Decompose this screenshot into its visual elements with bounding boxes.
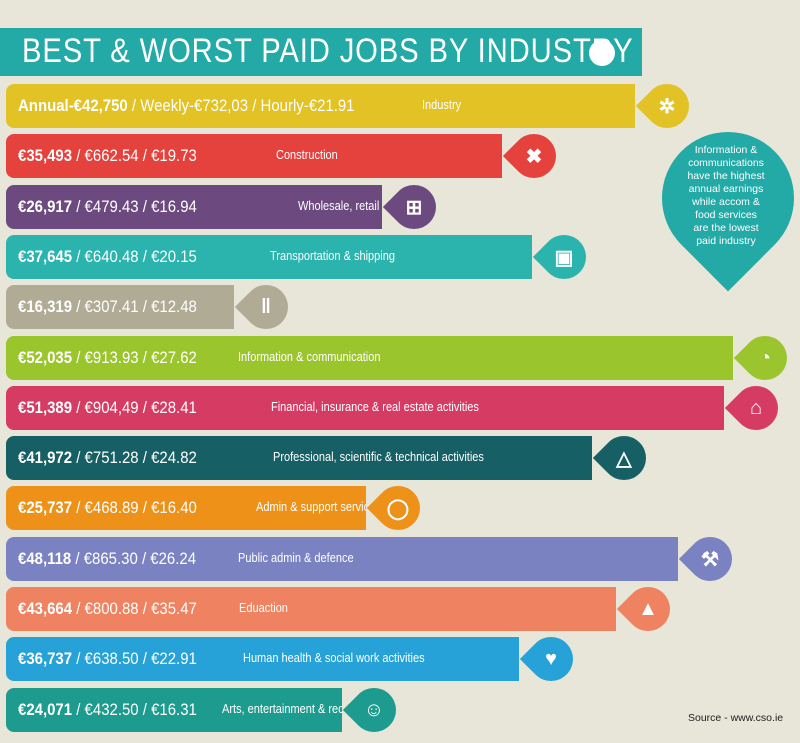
bar-values: €36,737 / €638.50 / €22.91 <box>18 649 197 669</box>
industry-label: Information & communication <box>238 350 381 364</box>
annual-value: €25,737 <box>18 498 73 517</box>
industry-label: Construction <box>276 148 338 162</box>
bank-icon: ⌂ <box>749 396 763 419</box>
bar-values: Annual-€42,750 / Weekly-€732,03 / Hourly… <box>18 96 355 116</box>
industry-label: Transportation & shipping <box>270 249 395 263</box>
weekly-hourly-values: / €307.41 / €12.48 <box>72 297 197 316</box>
bar-row: €25,737 / €468.89 / €16.40 Admin & suppor… <box>6 486 366 530</box>
bar-values: €51,389 / €904,49 / €28.41 <box>18 398 197 418</box>
bar-values: €41,972 / €751.28 / €24.82 <box>18 448 197 468</box>
weekly-hourly-values: / €800.88 / €35.47 <box>72 599 197 618</box>
wifi-icon: ◔ <box>758 346 772 369</box>
source-note: Source - www.cso.ie <box>688 712 784 724</box>
bar-row: €52,035 / €913.93 / €27.62 Information & … <box>6 336 733 380</box>
callout-line: annual earnings <box>688 183 764 195</box>
callout-text: Information & communications have the high… <box>674 144 778 248</box>
gavel-icon: ⚒ <box>701 548 719 571</box>
weekly-hourly-values: / €640.48 / €20.15 <box>72 247 197 266</box>
weekly-hourly-values: / €468.89 / €16.40 <box>72 498 197 517</box>
annual-value: €41,972 <box>18 448 73 467</box>
bar-row: €43,664 / €800.88 / €35.47 Eduaction <box>6 587 616 631</box>
bar-row: €24,071 / €432.50 / €16.31 Arts, entertai… <box>6 688 342 732</box>
annual-value: €43,664 <box>18 599 73 618</box>
headset-icon: ◯ <box>386 497 410 520</box>
bar-row: €37,645 / €640.48 / €20.15 Transportation… <box>6 235 532 279</box>
industry-label: Public admin & defence <box>238 551 354 565</box>
graduation-icon: ▲ <box>638 597 658 620</box>
annual-value: €16,319 <box>18 297 73 316</box>
bar-row: €35,493 / €662.54 / €19.73 Construction <box>6 134 502 178</box>
callout-line: are the lowest <box>693 222 759 234</box>
weekly-hourly-values: / €751.28 / €24.82 <box>72 448 197 467</box>
callout-line: while accom & <box>692 196 760 208</box>
bar-values: €48,118 / €865.30 / €26.24 <box>18 549 196 569</box>
gear-icon: ✲ <box>658 95 676 118</box>
annual-value: €36,737 <box>18 649 73 668</box>
heart-monitor-icon: ♥ <box>545 647 557 670</box>
annual-value: €48,118 <box>18 549 72 568</box>
cutlery-icon: ‖ <box>261 295 271 318</box>
industry-label: Industry <box>422 98 462 112</box>
weekly-hourly-values: / €904,49 / €28.41 <box>72 398 197 417</box>
bar-values: €25,737 / €468.89 / €16.40 <box>18 498 197 518</box>
tools-icon: ✖ <box>525 145 543 168</box>
annual-value: €52,035 <box>18 348 73 367</box>
flask-icon: △ <box>616 447 632 470</box>
industry-label: Professional, scientific & technical act… <box>273 450 484 464</box>
industry-label: Human health & social work activities <box>243 651 425 665</box>
industry-label: Financial, insurance & real estate activ… <box>271 400 479 414</box>
masks-icon: ☺ <box>363 698 385 721</box>
box-icon: ▣ <box>554 246 574 269</box>
title-band <box>0 28 642 76</box>
globe-icon <box>589 40 615 66</box>
annual-value: €35,493 <box>18 146 73 165</box>
bar-row: €36,737 / €638.50 / €22.91 Human health &… <box>6 637 519 681</box>
bar-row: Annual-€42,750 / Weekly-€732,03 / Hourly… <box>6 84 635 128</box>
bar-values: €26,917 / €479.43 / €16.94 <box>18 197 197 217</box>
industry-label: Eduaction <box>239 601 288 615</box>
industry-label: Wholesale, retail trade & mechanics <box>298 199 382 213</box>
weekly-hourly-values: / Weekly-€732,03 / Hourly-€21.91 <box>127 96 355 115</box>
bar-row: €26,917 / €479.43 / €16.94 Wholesale, ret… <box>6 185 382 229</box>
callout-line: food services <box>695 209 757 221</box>
weekly-hourly-values: / €432.50 / €16.31 <box>72 700 197 719</box>
weekly-hourly-values: / €638.50 / €22.91 <box>72 649 197 668</box>
callout-line: paid industry <box>696 235 756 247</box>
annual-value: €24,071 <box>18 700 73 719</box>
cart-icon: ⊞ <box>405 196 423 219</box>
bar-values: €37,645 / €640.48 / €20.15 <box>18 247 197 267</box>
annual-value: €26,917 <box>18 197 73 216</box>
weekly-hourly-values: / €913.93 / €27.62 <box>72 348 197 367</box>
page-title: BEST & WORST PAID JOBS BY INDUSTRY <box>22 32 634 70</box>
annual-value: Annual-€42,750 <box>18 96 128 115</box>
industry-label: Arts, entertainment & recreation <box>222 702 342 716</box>
callout-line: have the highest <box>687 170 765 182</box>
callout-line: communications <box>688 157 764 169</box>
bar-row: €41,972 / €751.28 / €24.82 Professional, … <box>6 436 592 480</box>
bar-row: €51,389 / €904,49 / €28.41 Financial, ins… <box>6 386 724 430</box>
bar-values: €52,035 / €913.93 / €27.62 <box>18 348 197 368</box>
bar-values: €35,493 / €662.54 / €19.73 <box>18 146 197 166</box>
weekly-hourly-values: / €479.43 / €16.94 <box>72 197 197 216</box>
weekly-hourly-values: / €662.54 / €19.73 <box>72 146 197 165</box>
weekly-hourly-values: / €865.30 / €26.24 <box>71 549 197 568</box>
callout-line: Information & <box>694 144 758 156</box>
annual-value: €37,645 <box>18 247 73 266</box>
bar-values: €24,071 / €432.50 / €16.31 <box>18 700 197 720</box>
bar-values: €16,319 / €307.41 / €12.48 <box>18 297 197 317</box>
bar-row: €48,118 / €865.30 / €26.24 Public admin &… <box>6 537 678 581</box>
annual-value: €51,389 <box>18 398 73 417</box>
bar-values: €43,664 / €800.88 / €35.47 <box>18 599 197 619</box>
bar-row: €16,319 / €307.41 / €12.48Accom & food s… <box>6 285 234 329</box>
industry-label: Admin & support services <box>256 500 366 514</box>
